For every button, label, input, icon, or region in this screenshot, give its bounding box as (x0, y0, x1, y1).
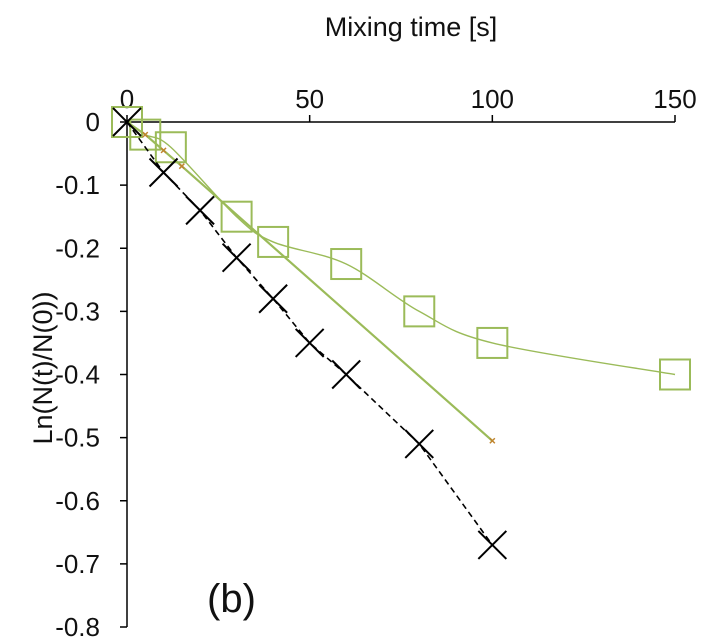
x-tick-label: 100 (471, 84, 514, 114)
y-tick-label: 0 (86, 107, 100, 137)
series-2 (123, 118, 496, 444)
data-point-square (220, 200, 253, 233)
data-point-x (404, 429, 434, 459)
series-3 (112, 107, 508, 560)
x-tick-label: 0 (120, 84, 134, 114)
data-point-square (111, 106, 143, 138)
data-point-square (257, 225, 290, 258)
data-point-x (294, 328, 325, 358)
series-line (126, 121, 493, 546)
data-point-small-cross (142, 131, 149, 138)
data-point-square (129, 118, 162, 151)
x-tick-label: 50 (295, 84, 324, 114)
y-axis-title: Ln(N(t)/N(0)) (28, 292, 58, 445)
y-tick-label: -0.3 (55, 296, 100, 326)
data-point-x (258, 284, 288, 314)
data-point-x (221, 243, 252, 273)
x-axis-title: Mixing time [s] (325, 12, 498, 42)
series-line (126, 121, 494, 442)
ticks: 0 -0.1 -0.2 -0.3 -0.4 -0.5 -0.6 -0.7 -0.8 0 50 100 1… (55, 84, 697, 637)
y-tick-label: -0.6 (55, 486, 100, 516)
y-tick-label: -0.8 (55, 612, 100, 637)
panel-label: (b) (207, 577, 256, 621)
data-point-square (330, 248, 363, 281)
y-tick-label: -0.1 (55, 170, 100, 200)
data-point-square (403, 295, 436, 328)
data-point-x (185, 195, 215, 226)
data-point-square (154, 131, 187, 164)
data-point-x (477, 530, 508, 560)
y-tick-label: -0.5 (55, 423, 100, 453)
data-point-small-cross (160, 147, 167, 154)
axes (126, 121, 675, 627)
series (111, 106, 691, 560)
x-tick-label: 150 (653, 84, 696, 114)
data-point-square (659, 358, 691, 391)
data-point-small-cross (489, 437, 496, 444)
series-line (126, 121, 676, 376)
y-tick-label: -0.2 (55, 233, 100, 263)
series-1 (111, 106, 691, 391)
data-point-square (476, 326, 509, 359)
y-tick-label: -0.4 (55, 360, 100, 390)
data-point-small-cross (178, 163, 185, 170)
data-point-x (331, 359, 361, 390)
y-tick-label: -0.7 (55, 549, 100, 579)
data-point-x (148, 157, 179, 188)
data-point-x (112, 107, 142, 137)
